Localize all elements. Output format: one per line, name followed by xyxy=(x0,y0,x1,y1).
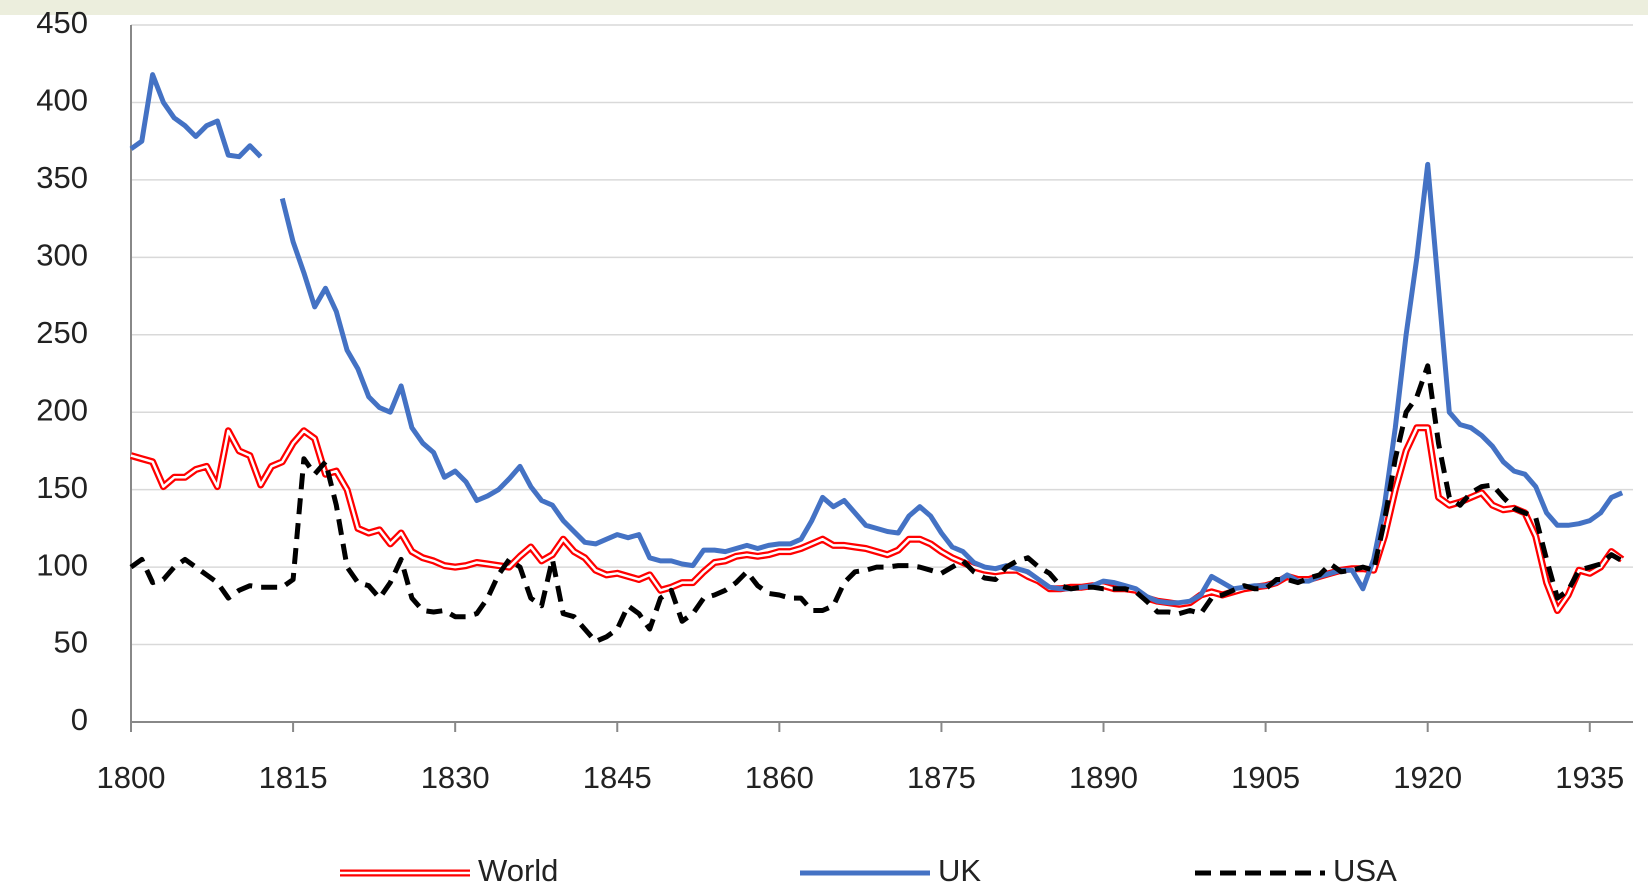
x-tick-label: 1920 xyxy=(1393,760,1462,795)
line-series xyxy=(129,72,1624,606)
y-tick-label: 200 xyxy=(36,392,88,427)
y-tick-label: 350 xyxy=(36,160,88,195)
y-tick-label: 250 xyxy=(36,315,88,350)
x-tick-label: 1890 xyxy=(1069,760,1138,795)
x-tick-label: 1935 xyxy=(1555,760,1624,795)
x-tick-label: 1905 xyxy=(1231,760,1300,795)
x-tick-label: 1875 xyxy=(907,760,976,795)
line-inner xyxy=(130,426,1623,612)
y-tick-label: 450 xyxy=(36,5,88,40)
x-tick-label: 1800 xyxy=(97,760,166,795)
top-band xyxy=(0,0,1648,15)
y-tick-label: 0 xyxy=(71,702,88,737)
x-tick-label: 1815 xyxy=(259,760,328,795)
y-tick-label: 300 xyxy=(36,238,88,273)
y-tick-label: 50 xyxy=(54,625,88,660)
legend-label: UK xyxy=(938,853,981,888)
legend-label: World xyxy=(478,853,558,888)
x-tick-label: 1860 xyxy=(745,760,814,795)
y-tick-label: 400 xyxy=(36,83,88,118)
x-tick-label: 1830 xyxy=(421,760,490,795)
y-tick-label: 100 xyxy=(36,547,88,582)
x-tick-label: 1845 xyxy=(583,760,652,795)
line-series xyxy=(129,363,1624,644)
y-tick-label: 150 xyxy=(36,470,88,505)
legend-label: USA xyxy=(1333,853,1397,888)
